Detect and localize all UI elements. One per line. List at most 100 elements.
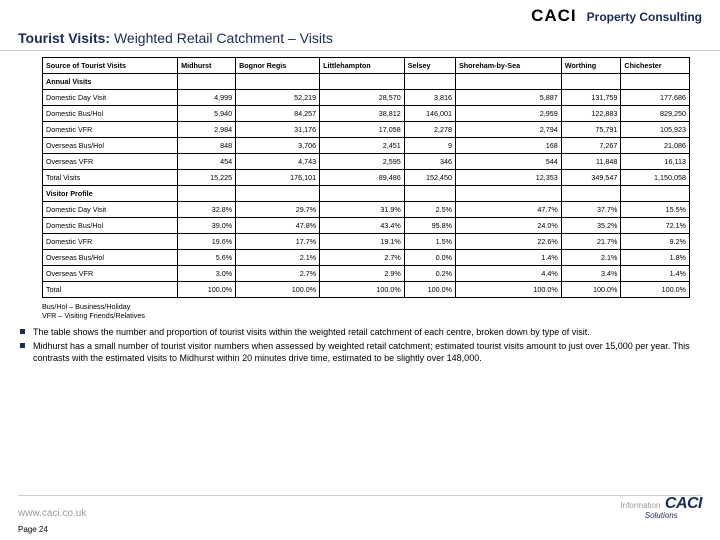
data-cell: 2,959 <box>455 106 561 122</box>
data-cell: 3,816 <box>404 90 455 106</box>
row-label: Domestic Day Visit <box>43 90 178 106</box>
data-cell: 31,176 <box>236 122 320 138</box>
data-cell: 131,759 <box>561 90 621 106</box>
title-rest: Weighted Retail Catchment – Visits <box>110 30 333 46</box>
empty-cell <box>236 186 320 202</box>
data-cell: 5,940 <box>178 106 236 122</box>
data-cell: 35.2% <box>561 218 621 234</box>
data-cell: 2.9% <box>320 266 405 282</box>
data-cell: 5.6% <box>178 250 236 266</box>
col-header: Worthing <box>561 58 621 74</box>
empty-cell <box>455 186 561 202</box>
row-label: Domestic Bus/Hol <box>43 218 178 234</box>
data-cell: 19.1% <box>320 234 405 250</box>
data-cell: 2.7% <box>236 266 320 282</box>
col-header: Bognor Regis <box>236 58 320 74</box>
data-cell: 9.2% <box>621 234 690 250</box>
data-cell: 15.5% <box>621 202 690 218</box>
data-cell: 52,219 <box>236 90 320 106</box>
col-header: Littlehampton <box>320 58 405 74</box>
row-label: Overseas VFR <box>43 266 178 282</box>
data-cell: 2,794 <box>455 122 561 138</box>
data-cell: 2,451 <box>320 138 405 154</box>
section-label: Annual Visits <box>43 74 178 90</box>
data-cell: 37.7% <box>561 202 621 218</box>
data-cell: 1.8% <box>621 250 690 266</box>
data-cell: 24.0% <box>455 218 561 234</box>
empty-cell <box>404 74 455 90</box>
data-cell: 1.5% <box>404 234 455 250</box>
data-cell: 5,887 <box>455 90 561 106</box>
data-cell: 346 <box>404 154 455 170</box>
row-label: Total Visits <box>43 170 178 186</box>
data-cell: 21,086 <box>621 138 690 154</box>
page-title: Tourist Visits: Weighted Retail Catchmen… <box>18 30 702 46</box>
data-cell: 31.9% <box>320 202 405 218</box>
data-cell: 89,486 <box>320 170 405 186</box>
empty-cell <box>455 74 561 90</box>
empty-cell <box>561 186 621 202</box>
data-cell: 176,101 <box>236 170 320 186</box>
visits-table: Source of Tourist VisitsMidhurstBognor R… <box>42 57 690 298</box>
data-cell: 454 <box>178 154 236 170</box>
data-cell: 39.0% <box>178 218 236 234</box>
footer-url: www.caci.co.uk <box>18 508 702 519</box>
data-cell: 168 <box>455 138 561 154</box>
data-cell: 0.2% <box>404 266 455 282</box>
empty-cell <box>561 74 621 90</box>
row-label: Overseas Bus/Hol <box>43 138 178 154</box>
data-cell: 29.7% <box>236 202 320 218</box>
empty-cell <box>178 74 236 90</box>
data-cell: 95.8% <box>404 218 455 234</box>
data-cell: 1.4% <box>455 250 561 266</box>
col-header: Midhurst <box>178 58 236 74</box>
data-cell: 2.7% <box>320 250 405 266</box>
row-label: Domestic Day Visit <box>43 202 178 218</box>
data-cell: 21.7% <box>561 234 621 250</box>
empty-cell <box>621 186 690 202</box>
empty-cell <box>320 74 405 90</box>
data-cell: 0.0% <box>404 250 455 266</box>
row-label: Total <box>43 282 178 298</box>
data-cell: 4.4% <box>455 266 561 282</box>
data-cell: 100.0% <box>236 282 320 298</box>
data-cell: 105,923 <box>621 122 690 138</box>
empty-cell <box>236 74 320 90</box>
data-cell: 84,257 <box>236 106 320 122</box>
section-label: Visitor Profile <box>43 186 178 202</box>
col-header: Chichester <box>621 58 690 74</box>
data-cell: 100.0% <box>320 282 405 298</box>
data-cell: 9 <box>404 138 455 154</box>
col-header: Source of Tourist Visits <box>43 58 178 74</box>
data-cell: 3,706 <box>236 138 320 154</box>
bullet-text: Midhurst has a small number of tourist v… <box>33 340 700 364</box>
data-cell: 100.0% <box>404 282 455 298</box>
data-cell: 11,848 <box>561 154 621 170</box>
data-cell: 2,595 <box>320 154 405 170</box>
bullet-text: The table shows the number and proportio… <box>33 326 590 338</box>
data-cell: 2.1% <box>236 250 320 266</box>
data-cell: 47.7% <box>455 202 561 218</box>
data-cell: 848 <box>178 138 236 154</box>
data-cell: 152,450 <box>404 170 455 186</box>
col-header: Selsey <box>404 58 455 74</box>
data-cell: 7,267 <box>561 138 621 154</box>
data-cell: 100.0% <box>561 282 621 298</box>
data-cell: 829,250 <box>621 106 690 122</box>
page-number: Page 24 <box>18 525 702 534</box>
data-cell: 3.4% <box>561 266 621 282</box>
data-cell: 12,353 <box>455 170 561 186</box>
empty-cell <box>621 74 690 90</box>
data-cell: 100.0% <box>455 282 561 298</box>
data-cell: 28,570 <box>320 90 405 106</box>
bullet-icon <box>20 329 25 334</box>
data-cell: 4,743 <box>236 154 320 170</box>
row-label: Overseas Bus/Hol <box>43 250 178 266</box>
data-cell: 2.5% <box>404 202 455 218</box>
data-cell: 17,058 <box>320 122 405 138</box>
data-cell: 122,883 <box>561 106 621 122</box>
row-label: Domestic VFR <box>43 234 178 250</box>
empty-cell <box>320 186 405 202</box>
data-cell: 75,791 <box>561 122 621 138</box>
data-cell: 47.8% <box>236 218 320 234</box>
